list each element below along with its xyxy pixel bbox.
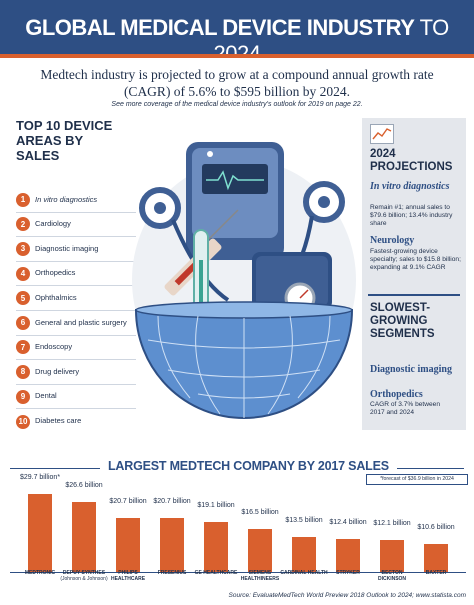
medical-devices-illustration bbox=[132, 142, 356, 419]
item-label: In vitro diagnostics bbox=[35, 194, 98, 204]
item-label: Dental bbox=[35, 391, 57, 401]
bar-category-label: BAXTER bbox=[425, 570, 447, 576]
slowest-item-2-text: CAGR of 3.7% between 2017 and 2024 bbox=[370, 401, 441, 416]
patient-monitor-icon bbox=[186, 142, 284, 260]
chart-baseline bbox=[10, 572, 466, 573]
bar-8 bbox=[380, 540, 404, 572]
slowest-title: SLOWEST-GROWING SEGMENTS bbox=[370, 302, 435, 340]
intro-line-2: (CAGR) of 5.6% to $595 billion by 2024. bbox=[123, 84, 351, 99]
top10-title: TOP 10 DEVICE AREAS BY SALES bbox=[16, 118, 113, 163]
bar-category-label: CARDINAL HEALTH bbox=[280, 570, 328, 576]
page-title: GLOBAL MEDICAL DEVICE INDUSTRY TO 2024 bbox=[0, 15, 474, 67]
top10-list: 1 In vitro diagnostics 2 Cardiology 3 Diagn… bbox=[16, 188, 136, 434]
bar-value-label: $19.1 billion bbox=[197, 501, 235, 509]
list-item: 8 Drug delivery bbox=[16, 360, 136, 385]
bar-2 bbox=[116, 517, 140, 572]
projection-ivd-text: Remain #1; annual sales to $79.6 billion… bbox=[370, 204, 453, 227]
globe-bowl-icon bbox=[134, 301, 354, 419]
bar-value-label: $20.7 billion bbox=[153, 497, 191, 505]
item-label: Orthopedics bbox=[35, 268, 76, 278]
list-item: 9 Dental bbox=[16, 385, 136, 410]
projections-title: 2024 PROJECTIONS bbox=[370, 148, 453, 173]
projections-panel: 2024 PROJECTIONS In vitro diagnostics Re… bbox=[362, 118, 466, 430]
item-label: Cardiology bbox=[35, 219, 71, 229]
forecast-note: *forecast of $36.9 billion in 2024 bbox=[366, 474, 468, 485]
header-accent-stripe bbox=[0, 54, 474, 58]
panel-divider bbox=[368, 294, 460, 296]
item-label: Endoscopy bbox=[35, 342, 73, 352]
bar-category-label: STRYKER bbox=[336, 570, 360, 576]
item-label: Ophthalmics bbox=[35, 292, 77, 302]
bar-6 bbox=[292, 536, 316, 572]
bar-value-label: $13.5 billion bbox=[285, 516, 323, 524]
bar-value-label: $12.4 billion bbox=[329, 519, 367, 527]
item-number-badge: 9 bbox=[16, 389, 30, 404]
chart-title: LARGEST MEDTECH COMPANY BY 2017 SALES bbox=[100, 459, 397, 473]
intro-line-1: Medtech industry is projected to grow at… bbox=[40, 67, 434, 82]
bar-category-label: MEDTRONIC bbox=[24, 570, 56, 576]
bar-value-label: $26.6 billion bbox=[65, 482, 103, 490]
item-number-badge: 3 bbox=[16, 241, 30, 256]
list-item: 6 General and plastic surgery bbox=[16, 311, 136, 336]
source-note: Source: EvaluateMedTech World Preview 20… bbox=[228, 592, 467, 599]
list-item: 10 Diabetes care bbox=[16, 409, 136, 434]
projection-ivd-title: In vitro diagnostics bbox=[370, 181, 450, 192]
item-number-badge: 4 bbox=[16, 266, 30, 281]
projection-neurology-title: Neurology bbox=[370, 235, 415, 246]
bar-category-label: PHILIPS HEALTHCARE bbox=[110, 570, 146, 582]
bar-5 bbox=[248, 528, 272, 572]
projection-neurology-text: Fastest-growing device specialty; sales … bbox=[370, 248, 461, 271]
item-number-badge: 2 bbox=[16, 217, 30, 232]
item-number-badge: 7 bbox=[16, 340, 30, 355]
slowest-item-2-title: Orthopedics bbox=[370, 389, 423, 400]
list-item: 4 Orthopedics bbox=[16, 262, 136, 287]
item-number-badge: 6 bbox=[16, 315, 30, 330]
bar-category-label: DEPUY SYNTHES (Johnson & Johnson) bbox=[60, 570, 108, 582]
header-banner: GLOBAL MEDICAL DEVICE INDUSTRY TO 2024 bbox=[0, 0, 474, 66]
bar-value-label: $12.1 billion bbox=[373, 520, 411, 528]
bar-value-label: $29.7 billion* bbox=[19, 474, 61, 482]
bar-category-label: FRESENIUS bbox=[157, 570, 187, 576]
list-item: 3 Diagnostic imaging bbox=[16, 237, 136, 262]
item-number-badge: 5 bbox=[16, 291, 30, 306]
list-item: 5 Ophthalmics bbox=[16, 286, 136, 311]
item-number-badge: 1 bbox=[16, 192, 30, 207]
slowest-item-1: Diagnostic imaging bbox=[370, 364, 452, 375]
item-label: Diabetes care bbox=[35, 416, 82, 426]
bar-category-note: (Johnson & Johnson) bbox=[60, 576, 108, 582]
bar-7 bbox=[336, 539, 360, 572]
bar-0 bbox=[28, 494, 52, 572]
item-number-badge: 10 bbox=[16, 414, 30, 429]
list-item: 7 Endoscopy bbox=[16, 336, 136, 361]
item-label: Diagnostic imaging bbox=[35, 243, 99, 253]
bar-value-label: $16.5 billion bbox=[241, 508, 279, 516]
bar-4 bbox=[204, 521, 228, 572]
bar-9 bbox=[424, 544, 448, 572]
bar-category-label: GE HEALTHCARE bbox=[194, 570, 238, 576]
list-item: 2 Cardiology bbox=[16, 213, 136, 238]
item-number-badge: 8 bbox=[16, 364, 30, 379]
list-item: 1 In vitro diagnostics bbox=[16, 188, 136, 213]
trend-chart-icon bbox=[370, 124, 394, 144]
bar-value-label: $10.6 billion bbox=[417, 524, 455, 532]
bar-3 bbox=[160, 517, 184, 572]
item-label: Drug delivery bbox=[35, 366, 80, 376]
intro-text: Medtech industry is projected to grow at… bbox=[18, 66, 456, 100]
title-year: TO 2024 bbox=[214, 15, 450, 66]
bar-1 bbox=[72, 502, 96, 572]
intro-note: See more coverage of the medical device … bbox=[111, 101, 363, 108]
bar-category-label: SIEMENS HEALTHINEERS bbox=[240, 570, 280, 582]
bar-category-label: BECTON DICKINSON bbox=[377, 570, 407, 582]
thermometer-icon bbox=[193, 229, 209, 311]
bar-value-label: $20.7 billion bbox=[109, 497, 147, 505]
item-label: General and plastic surgery bbox=[35, 317, 127, 327]
title-main: GLOBAL MEDICAL DEVICE INDUSTRY bbox=[25, 15, 414, 40]
